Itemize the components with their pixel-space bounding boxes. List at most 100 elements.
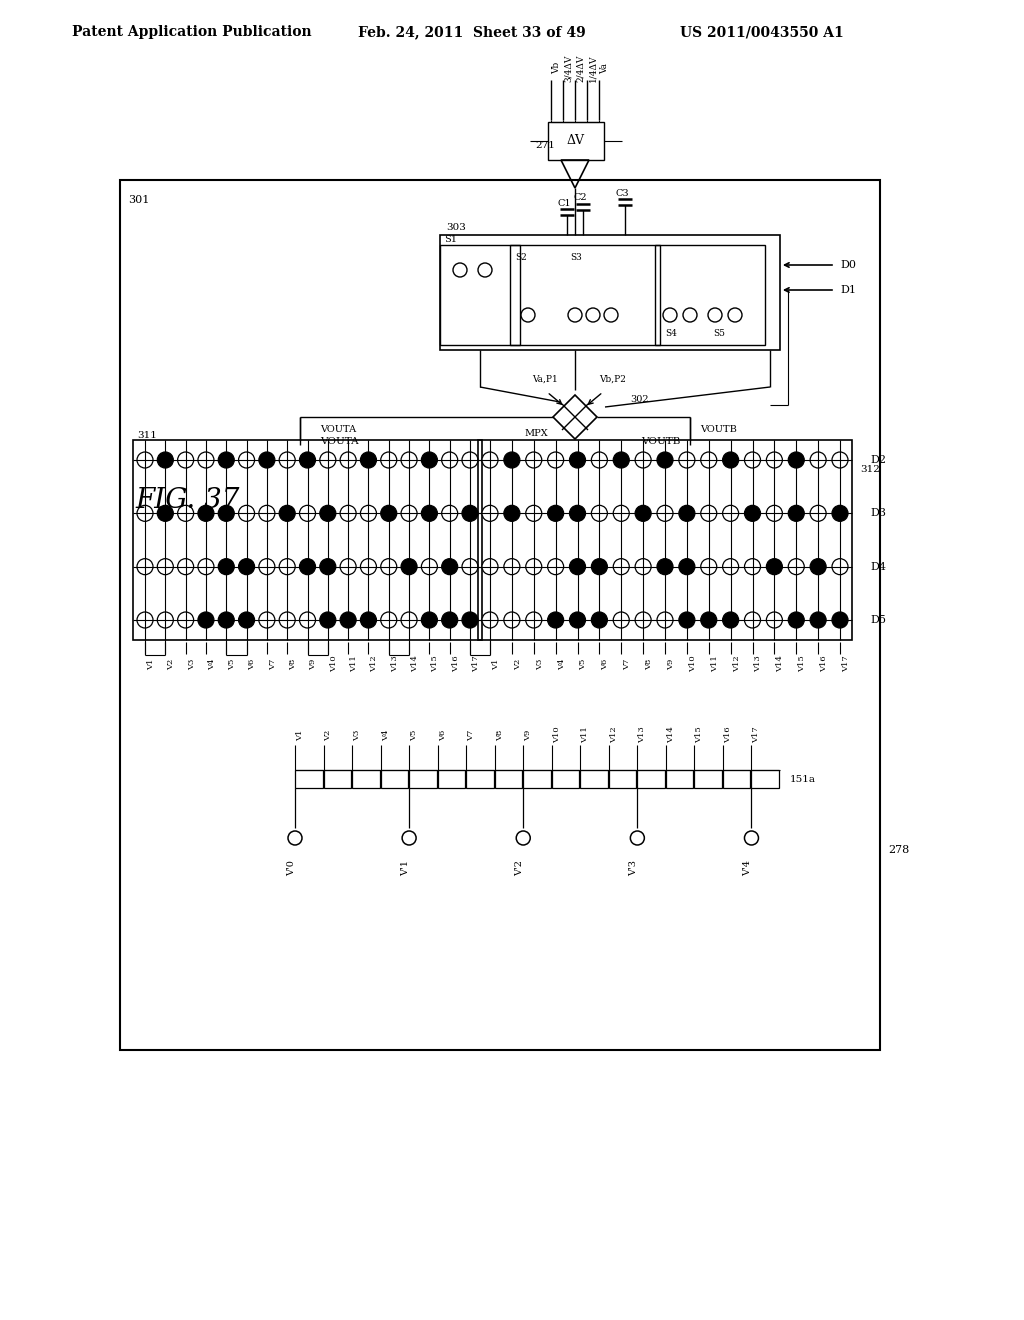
Circle shape <box>723 612 738 628</box>
Text: V8: V8 <box>289 659 297 669</box>
Circle shape <box>613 612 630 628</box>
Bar <box>655 246 765 345</box>
Text: V13: V13 <box>391 656 398 672</box>
Bar <box>694 770 722 788</box>
Circle shape <box>482 506 498 521</box>
Circle shape <box>679 506 695 521</box>
Text: 3/4ΔV: 3/4ΔV <box>564 54 573 82</box>
Text: V'4: V'4 <box>743 861 753 876</box>
Text: V7: V7 <box>467 730 475 741</box>
Text: C3: C3 <box>615 189 629 198</box>
Circle shape <box>635 558 651 574</box>
Text: V11: V11 <box>582 726 589 743</box>
Text: V7: V7 <box>624 659 631 669</box>
Circle shape <box>239 612 255 628</box>
Circle shape <box>635 451 651 469</box>
Text: V5: V5 <box>411 730 418 741</box>
Circle shape <box>360 506 377 521</box>
Circle shape <box>788 451 804 469</box>
Circle shape <box>401 451 417 469</box>
Circle shape <box>679 451 695 469</box>
Circle shape <box>218 506 234 521</box>
Circle shape <box>259 506 274 521</box>
Circle shape <box>259 451 274 469</box>
Circle shape <box>831 451 848 469</box>
Text: S2: S2 <box>515 252 526 261</box>
Text: D2: D2 <box>870 455 886 465</box>
Circle shape <box>177 612 194 628</box>
Text: S1: S1 <box>444 235 457 244</box>
Text: V4: V4 <box>208 659 216 669</box>
Text: Va,P1: Va,P1 <box>532 375 558 384</box>
Circle shape <box>810 506 826 521</box>
Circle shape <box>592 612 607 628</box>
Circle shape <box>788 558 804 574</box>
Circle shape <box>462 451 478 469</box>
Text: V10: V10 <box>553 727 561 743</box>
Circle shape <box>663 308 677 322</box>
Circle shape <box>766 612 782 628</box>
Circle shape <box>299 558 315 574</box>
Circle shape <box>613 558 630 574</box>
Text: VOUTA: VOUTA <box>319 437 358 446</box>
Circle shape <box>504 506 520 521</box>
Text: D0: D0 <box>840 260 856 271</box>
Text: 151a: 151a <box>790 775 816 784</box>
Circle shape <box>381 451 396 469</box>
Text: V3: V3 <box>187 659 196 669</box>
Circle shape <box>723 451 738 469</box>
Circle shape <box>401 506 417 521</box>
Text: V6: V6 <box>601 659 609 669</box>
Text: C1: C1 <box>557 198 570 207</box>
Circle shape <box>478 263 492 277</box>
Bar <box>510 246 660 345</box>
Text: 2/4ΔV: 2/4ΔV <box>575 54 585 82</box>
Text: V16: V16 <box>820 656 828 672</box>
Circle shape <box>592 558 607 574</box>
Bar <box>410 770 436 788</box>
Text: V10: V10 <box>330 656 338 672</box>
Circle shape <box>340 612 356 628</box>
Circle shape <box>831 506 848 521</box>
Circle shape <box>831 612 848 628</box>
Circle shape <box>158 558 173 574</box>
Text: V12: V12 <box>610 727 617 743</box>
Circle shape <box>319 451 336 469</box>
Text: V1: V1 <box>296 730 304 741</box>
Text: V8: V8 <box>496 730 504 741</box>
Circle shape <box>766 451 782 469</box>
Circle shape <box>299 506 315 521</box>
Circle shape <box>635 612 651 628</box>
Text: V15: V15 <box>799 656 806 672</box>
Circle shape <box>441 451 458 469</box>
Circle shape <box>280 506 295 521</box>
Bar <box>478 440 852 640</box>
Circle shape <box>441 612 458 628</box>
Bar <box>120 180 880 1049</box>
Circle shape <box>259 558 274 574</box>
Circle shape <box>462 558 478 574</box>
Circle shape <box>613 451 630 469</box>
Circle shape <box>548 451 563 469</box>
Bar <box>581 770 608 788</box>
Text: V11: V11 <box>711 656 719 672</box>
Circle shape <box>158 451 173 469</box>
Circle shape <box>548 558 563 574</box>
Circle shape <box>319 612 336 628</box>
Text: V13: V13 <box>755 656 763 672</box>
Circle shape <box>340 558 356 574</box>
Circle shape <box>218 558 234 574</box>
Circle shape <box>421 558 437 574</box>
Circle shape <box>525 451 542 469</box>
Text: D4: D4 <box>870 562 886 572</box>
Text: V13: V13 <box>638 726 646 743</box>
Circle shape <box>360 558 377 574</box>
Circle shape <box>177 506 194 521</box>
Circle shape <box>635 506 651 521</box>
Bar <box>523 770 551 788</box>
Circle shape <box>569 451 586 469</box>
Circle shape <box>381 612 396 628</box>
Circle shape <box>604 308 618 322</box>
Text: 271: 271 <box>536 141 555 150</box>
Circle shape <box>723 506 738 521</box>
